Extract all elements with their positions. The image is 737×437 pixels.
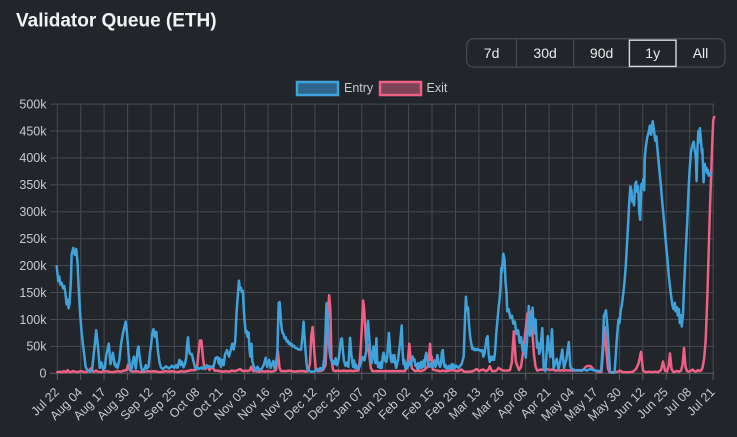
- svg-text:7d: 7d: [484, 45, 500, 61]
- svg-text:150k: 150k: [19, 286, 47, 300]
- svg-text:100k: 100k: [19, 313, 47, 327]
- svg-text:50k: 50k: [26, 340, 47, 354]
- svg-text:Exit: Exit: [427, 81, 448, 95]
- svg-text:All: All: [693, 45, 709, 61]
- svg-text:0: 0: [40, 367, 47, 381]
- svg-text:30d: 30d: [533, 45, 556, 61]
- svg-text:300k: 300k: [19, 205, 47, 219]
- svg-text:200k: 200k: [19, 259, 47, 273]
- svg-text:Entry: Entry: [344, 81, 374, 95]
- svg-text:500k: 500k: [19, 97, 47, 111]
- svg-text:250k: 250k: [19, 232, 47, 246]
- svg-text:Validator Queue (ETH): Validator Queue (ETH): [16, 11, 217, 32]
- svg-text:90d: 90d: [590, 45, 613, 61]
- svg-text:350k: 350k: [19, 178, 47, 192]
- svg-text:450k: 450k: [19, 124, 47, 138]
- svg-text:1y: 1y: [645, 45, 660, 61]
- svg-text:400k: 400k: [19, 151, 47, 165]
